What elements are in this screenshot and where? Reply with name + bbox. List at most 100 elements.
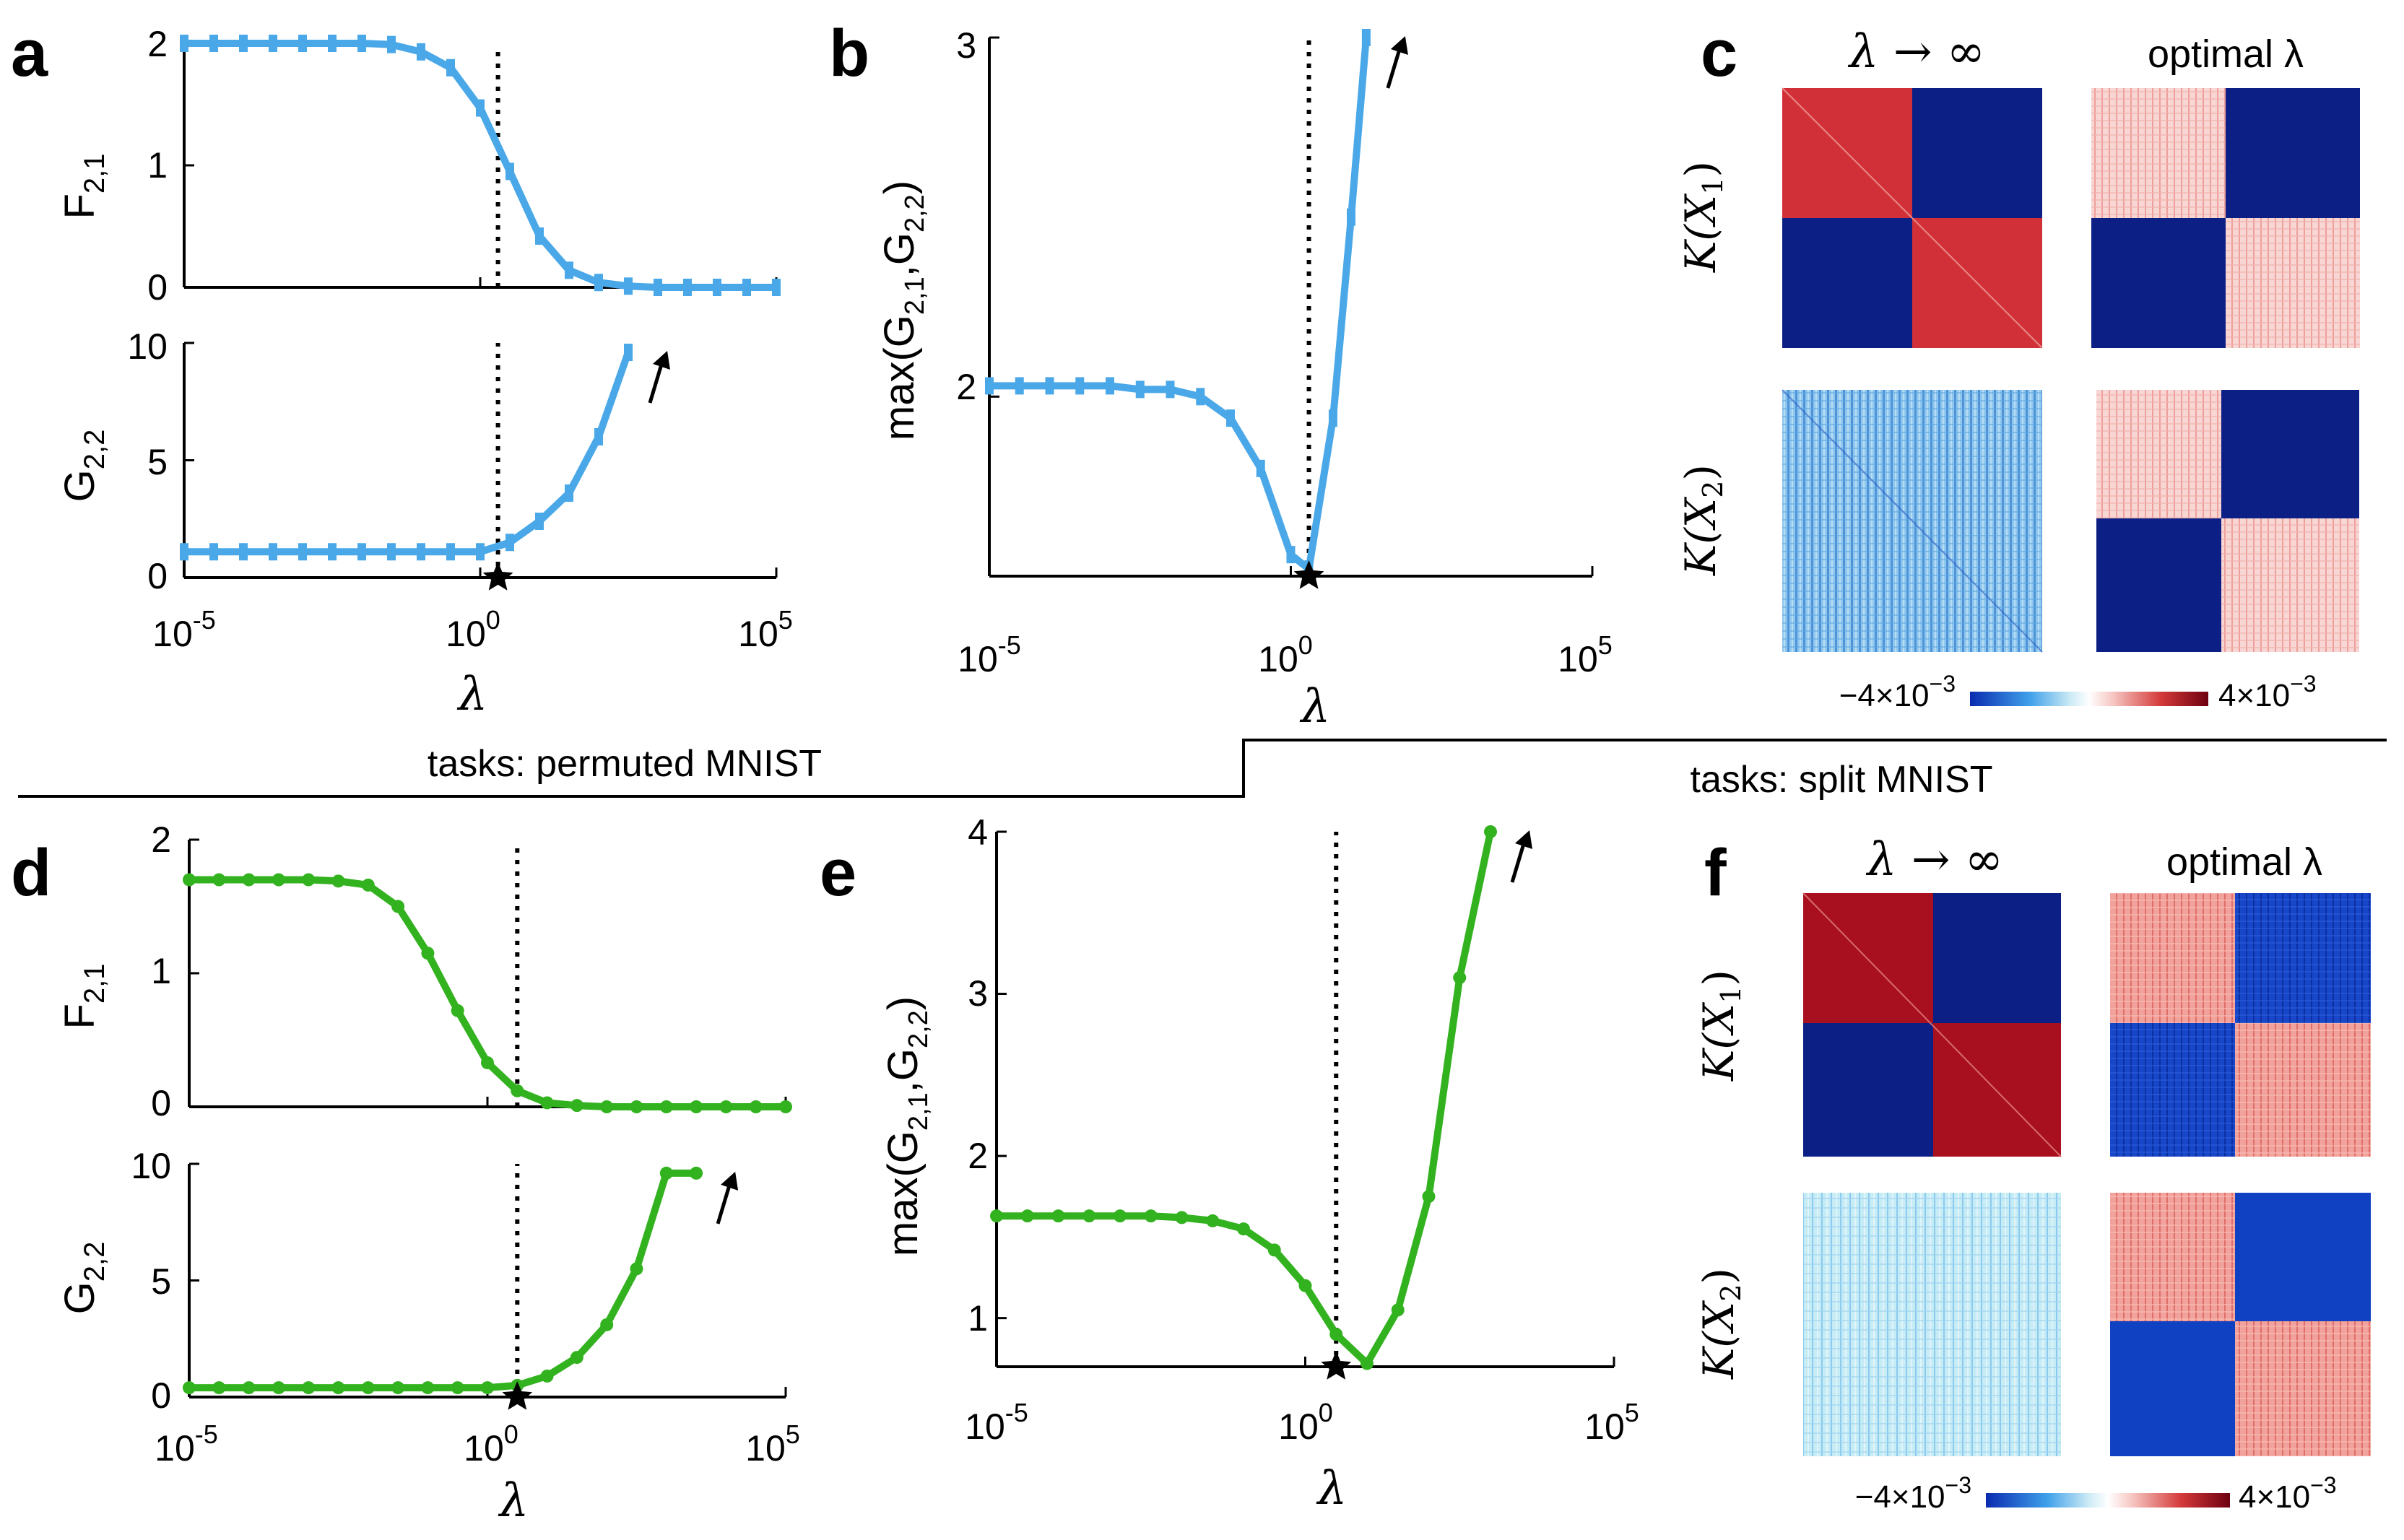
- point-d_top: [779, 1100, 792, 1113]
- point-d_top: [302, 873, 316, 887]
- svg-text:K(X1): K(X1): [1694, 970, 1747, 1082]
- errorbar-a_top: [298, 35, 307, 52]
- ytick-d-top-2: 2: [151, 819, 171, 860]
- errorbar-a_top: [417, 43, 425, 61]
- panel-label-c: c: [1701, 17, 1737, 90]
- point-d_top: [659, 1100, 673, 1113]
- panel-label-a: a: [11, 17, 48, 90]
- line-charts: [180, 29, 1615, 1410]
- errorbar-b: [1106, 377, 1114, 395]
- plot-a_top: [180, 35, 781, 296]
- optimum-star-a_bottom: [482, 562, 513, 591]
- xticks-e: 10-5 100 105: [965, 1398, 1639, 1447]
- cbar-c-max: 4×10−3: [2218, 671, 2317, 713]
- errorbar-a_top: [742, 279, 751, 296]
- plot-e: [990, 825, 1615, 1380]
- heatmap-c-kx1-inf: [1782, 87, 2043, 349]
- point-e: [1329, 1328, 1343, 1341]
- svg-text:K(X1): K(X1): [1676, 161, 1729, 273]
- colorbar-f: −4×10−3 4×10−3: [1855, 1472, 2337, 1515]
- heatmap-c-kx1-opt: [2091, 88, 2360, 348]
- ytick-a-bot-5: 5: [147, 442, 168, 482]
- axes-d-top: 2 1 0 F2,1: [56, 819, 171, 1123]
- errorbar-a_bottom: [565, 484, 573, 502]
- arrowhead-b: [1390, 36, 1408, 55]
- point-d_top: [451, 1004, 464, 1017]
- col-title-c-inf: λ → ∞: [1847, 25, 1985, 79]
- xticks-d: 10-5 100 105: [155, 1419, 800, 1469]
- row-label-f-kx2: K(X2): [1694, 1268, 1747, 1380]
- errorbar-a_bottom: [624, 344, 633, 361]
- errorbar-a_bottom: [239, 543, 248, 561]
- ytick-d-top-0: 0: [151, 1083, 171, 1123]
- errorbar-b: [1226, 409, 1235, 427]
- svg-text:105: 105: [1558, 630, 1613, 679]
- svg-text:105: 105: [738, 605, 793, 654]
- heatmap-f-kx2-inf: [1803, 1193, 2061, 1456]
- errorbar-a_bottom: [269, 543, 277, 561]
- point-d_top: [331, 874, 345, 888]
- axes-a-top: 2 1 0 F2,1: [56, 24, 168, 308]
- point-e: [1361, 1357, 1374, 1370]
- errorbar-b: [1075, 377, 1085, 395]
- col-title-c-opt: optimal λ: [2148, 32, 2304, 76]
- ytick-e-3: 3: [968, 973, 988, 1014]
- panel-label-d: d: [11, 836, 51, 910]
- series-line-b: [989, 37, 1370, 573]
- errorbar-a_bottom: [328, 543, 337, 561]
- arrow-d_bottom: [716, 1180, 733, 1224]
- ytick-b-2: 2: [956, 367, 976, 407]
- point-d_top: [540, 1096, 554, 1110]
- arrow-e: [1510, 838, 1527, 883]
- bottom-task-label: tasks: split MNIST: [1691, 759, 1993, 801]
- arrowhead-e: [1515, 830, 1532, 849]
- point-d_top: [511, 1084, 524, 1097]
- point-d_bottom: [331, 1381, 345, 1395]
- point-d_bottom: [183, 1381, 196, 1395]
- errorbar-b: [1015, 377, 1024, 395]
- point-d_bottom: [242, 1381, 256, 1395]
- point-d_bottom: [540, 1369, 554, 1383]
- svg-text:100: 100: [464, 1419, 518, 1469]
- point-d_bottom: [302, 1381, 316, 1395]
- point-e: [1020, 1209, 1034, 1223]
- point-d_bottom: [690, 1166, 703, 1180]
- cbar-f-min: −4×10−3: [1855, 1472, 1971, 1515]
- errorbar-a_top: [713, 279, 721, 296]
- point-e: [1298, 1279, 1312, 1292]
- errorbar-a_top: [683, 279, 692, 296]
- arrowhead-d_bottom: [721, 1171, 739, 1191]
- ylabel-a-top: F2,1: [56, 153, 110, 219]
- errorbar-a_top: [209, 35, 218, 52]
- col-title-f-inf: λ → ∞: [1865, 833, 2003, 887]
- point-d_bottom: [570, 1351, 583, 1365]
- point-d_top: [570, 1099, 583, 1113]
- errorbar-b: [1135, 380, 1145, 399]
- point-d_bottom: [481, 1381, 494, 1395]
- colorbar-c: −4×10−3 4×10−3: [1839, 671, 2317, 713]
- top-task-label: tasks: permuted MNIST: [428, 743, 822, 785]
- plot-a_bottom: [180, 342, 778, 591]
- point-d_top: [212, 873, 226, 887]
- errorbar-a_bottom: [476, 543, 485, 561]
- point-d_top: [391, 900, 405, 913]
- point-d_top: [749, 1100, 763, 1113]
- svg-text:10-5: 10-5: [152, 605, 216, 654]
- ytick-d-bot-0: 0: [151, 1375, 171, 1416]
- point-d_bottom: [272, 1381, 285, 1395]
- point-e: [1175, 1211, 1189, 1224]
- errorbar-b: [1347, 208, 1355, 226]
- errorbar-a_bottom: [446, 543, 455, 561]
- series-line-a_bottom: [184, 351, 632, 556]
- errorbar-b: [1361, 29, 1371, 46]
- point-e: [1237, 1222, 1250, 1236]
- errorbar-a_top: [239, 35, 248, 52]
- point-d_top: [630, 1100, 643, 1113]
- errorbar-a_top: [476, 99, 485, 117]
- point-d_top: [421, 947, 435, 960]
- point-d_top: [481, 1056, 494, 1069]
- panel-label-b: b: [829, 17, 869, 90]
- point-d_bottom: [421, 1381, 435, 1395]
- xticks-a: 10-5 100 105: [152, 605, 793, 654]
